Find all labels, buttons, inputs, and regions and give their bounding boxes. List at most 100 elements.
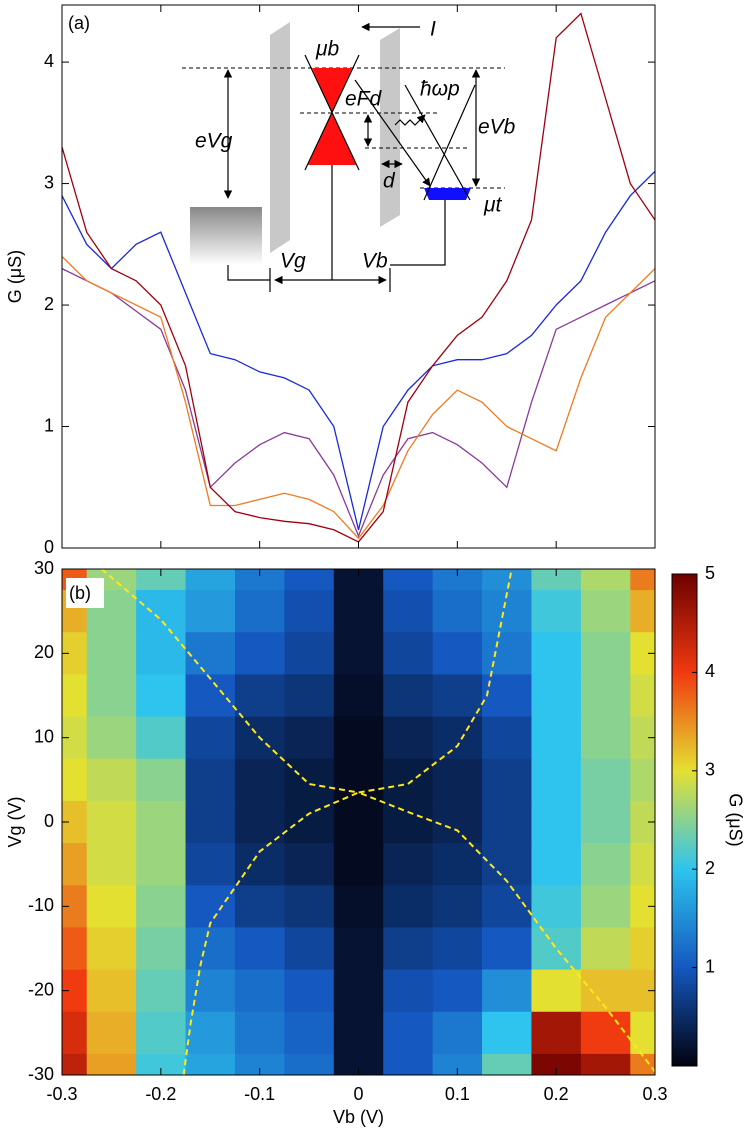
barrier (380, 28, 400, 227)
heatmap-cell (284, 843, 335, 886)
heatmap-cell (136, 590, 187, 633)
heatmap-cell (136, 1011, 187, 1055)
cone-line (423, 84, 476, 201)
inset-label: eFd (345, 88, 383, 111)
heatmap-cell (284, 569, 335, 591)
heatmap-cell (333, 674, 384, 718)
heatmap-cell (284, 1011, 335, 1055)
heatmap-cell (432, 758, 483, 802)
x-tick-label: -0.3 (46, 1084, 77, 1104)
heatmap-cell (531, 927, 582, 971)
heatmap-cell (234, 800, 285, 844)
heatmap-cell (432, 569, 483, 591)
inset-label: eVb (478, 116, 516, 139)
heatmap-cell (432, 674, 483, 718)
heatmap-cell (432, 927, 483, 971)
heatmap-cell (531, 800, 582, 844)
heatmap-cell (432, 1011, 483, 1055)
heatmap-cell (531, 674, 582, 718)
heatmap-cell (62, 927, 88, 971)
heatmap-cell (383, 927, 434, 971)
heatmap-cell (630, 569, 655, 591)
x-tick-label: -0.1 (244, 1084, 275, 1104)
heatmap-cell (333, 590, 384, 633)
heatmap-cell (630, 843, 655, 886)
heatmap-cell (86, 843, 137, 886)
heatmap-cell (580, 569, 631, 591)
y-tick-label: -30 (28, 1064, 54, 1084)
heatmap-cell (136, 1053, 187, 1075)
y-tick-label: 3 (44, 172, 54, 192)
heatmap-cell (86, 885, 137, 929)
heatmap-cell (136, 758, 187, 802)
heatmap-cell (531, 569, 582, 591)
heatmap-cell (333, 969, 384, 1013)
heatmap-cell (432, 590, 483, 633)
colorbar-tick-label: 3 (705, 760, 715, 780)
heatmap-cell (86, 716, 137, 760)
inset-label: Vb (362, 250, 388, 273)
heatmap-cell (383, 590, 434, 633)
arrow (354, 79, 431, 187)
heatmap-cell (531, 885, 582, 929)
heatmap-cell (383, 969, 434, 1013)
barrier (270, 22, 290, 253)
heatmap-cell (333, 758, 384, 802)
heatmap-cell (432, 843, 483, 886)
heatmap-cell (185, 569, 236, 591)
heatmap-cell (136, 569, 187, 591)
y-tick-label: 20 (34, 642, 54, 662)
heatmap-cell (62, 843, 88, 886)
heatmap-cell (284, 758, 335, 802)
heatmap-cell (630, 927, 655, 971)
heatmap-cell (284, 632, 335, 676)
heatmap-cell (62, 674, 88, 718)
heatmap-cell (580, 969, 631, 1013)
heatmap-cell (185, 800, 236, 844)
heatmap-cell (62, 1053, 88, 1075)
inset-label: ħωp (420, 78, 460, 101)
colorbar (671, 573, 698, 1067)
heatmap-cell (482, 1053, 533, 1075)
heatmap-cell (432, 1053, 483, 1075)
x-tick-label: 0.2 (544, 1084, 569, 1104)
heatmap-cell (630, 1053, 655, 1075)
plot-frame (61, 4, 656, 549)
heatmap-cell (234, 758, 285, 802)
heatmap-cell (284, 674, 335, 718)
cone-red (312, 68, 352, 113)
heatmap-cell (580, 1053, 631, 1075)
colorbar-tick-label: 4 (705, 661, 715, 681)
inset-label: μb (315, 38, 340, 61)
heatmap-cell (333, 632, 384, 676)
heatmap-cell (432, 716, 483, 760)
heatmap-cell (86, 758, 137, 802)
heatmap-cell (580, 927, 631, 971)
heatmap-cells (62, 569, 655, 1075)
panel-label: (b) (69, 583, 91, 603)
heatmap-cell (185, 969, 236, 1013)
heatmap-cell (333, 885, 384, 929)
heatmap-cell (580, 885, 631, 929)
heatmap-cell (531, 758, 582, 802)
heatmap-cell (580, 843, 631, 886)
heatmap-cell (234, 969, 285, 1013)
cone-blue (424, 188, 471, 200)
heatmap-cell (333, 927, 384, 971)
y-tick-label: 1 (44, 415, 54, 435)
heatmap-cell (185, 590, 236, 633)
heatmap-cell (185, 1053, 236, 1075)
heatmap-cell (86, 927, 137, 971)
heatmap-cell (432, 632, 483, 676)
heatmap-cell (482, 885, 533, 929)
x-tick-label: 0 (353, 1084, 363, 1104)
data-line (62, 256, 655, 540)
heatmap-cell (383, 632, 434, 676)
y-tick-label: 4 (44, 51, 54, 71)
wire (227, 265, 270, 281)
heatmap-cell (86, 674, 137, 718)
cone-line (304, 54, 360, 171)
heatmap-cell (234, 1053, 285, 1075)
heatmap-cell (383, 843, 434, 886)
